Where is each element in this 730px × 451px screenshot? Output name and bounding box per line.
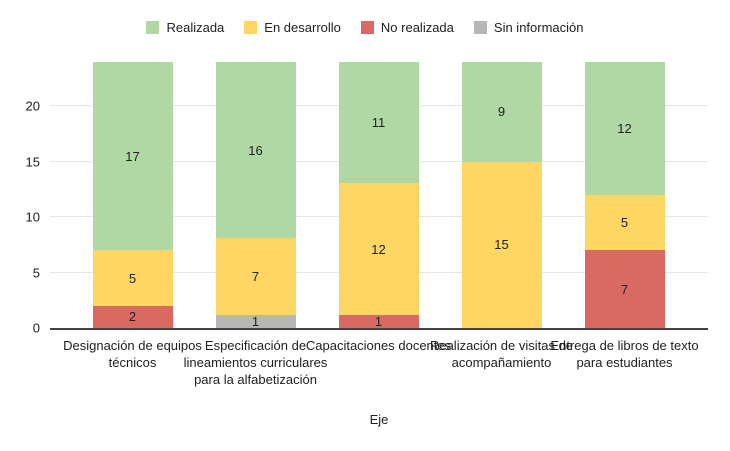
bar: 11 12 1 [338, 62, 419, 329]
segment-value-label: 9 [497, 104, 506, 120]
bar-group-especificacion-de-lineamientos: 16 7 1 [194, 62, 317, 328]
bar-segment-no-realizada: 1 [338, 314, 419, 329]
bar-segment-en-desarrollo: 12 [338, 183, 419, 315]
legend-item-sin-informacion: Sin información [473, 20, 584, 35]
bar: 17 5 2 [92, 62, 173, 329]
legend-item-realizada: Realizada [146, 20, 224, 35]
x-tick-label: Designación de equipos técnicos [63, 338, 202, 370]
bar-segment-en-desarrollo: 7 [215, 238, 296, 315]
y-tick-label: 20 [25, 98, 40, 114]
x-tick-label: Especificación de lineamientos curricula… [183, 338, 328, 387]
y-axis-labels: 0 5 10 15 20 [0, 62, 40, 335]
bar-segment-en-desarrollo: 5 [92, 250, 173, 306]
segment-value-label: 11 [371, 115, 386, 130]
bar-group-entrega-de-libros-de-texto-par: 12 5 7 [563, 62, 686, 328]
legend-label: No realizada [380, 20, 454, 35]
segment-value-label: 5 [128, 270, 137, 286]
bar: 16 7 1 [215, 62, 296, 329]
segment-value-label: 15 [494, 237, 509, 253]
legend-swatch-icon [146, 21, 160, 34]
legend-item-no-realizada: No realizada [360, 20, 454, 35]
segment-value-label: 1 [374, 314, 383, 329]
segment-value-label: 2 [128, 309, 137, 325]
chart-legend: Realizada En desarrollo No realizada Sin in… [0, 20, 730, 35]
legend-swatch-icon [473, 21, 487, 34]
bar-segment-sin-informacion: 1 [215, 314, 296, 329]
segment-value-label: 17 [125, 148, 140, 164]
legend-label: Realizada [166, 20, 225, 35]
bar-segment-no-realizada: 2 [92, 305, 173, 329]
segment-value-label: 12 [617, 121, 632, 136]
bar-segment-realizada: 17 [92, 62, 173, 251]
bar-segment-realizada: 12 [584, 62, 665, 195]
bar-segment-en-desarrollo: 15 [461, 161, 542, 328]
y-tick-label: 15 [25, 154, 40, 170]
x-tick-label: Entrega de libros de texto para estudian… [550, 338, 699, 370]
x-axis-title: Eje [369, 412, 389, 427]
legend-item-en-desarrollo: En desarrollo [244, 20, 341, 35]
bar-segment-no-realizada: 7 [584, 250, 665, 328]
legend-swatch-icon [360, 21, 374, 34]
x-tick-label: Realización de visitas de acompañamiento [429, 338, 574, 370]
bars-container: 17 5 2 16 7 1 11 12 1 9 15 12 5 7 [71, 62, 686, 329]
segment-value-label: 1 [251, 314, 260, 329]
legend-label: En desarrollo [264, 20, 341, 35]
bar-group-capacitaciones-docentes: 11 12 1 [317, 62, 440, 328]
bar-group-designacion-de-equipos-tecnico: 17 5 2 [71, 62, 194, 329]
x-tick-label: Capacitaciones docentes [305, 338, 452, 353]
segment-value-label: 7 [251, 269, 260, 284]
segment-value-label: 12 [371, 241, 386, 257]
bar: 9 15 [461, 62, 542, 328]
bar-segment-realizada: 9 [461, 62, 542, 162]
segment-value-label: 7 [620, 281, 629, 297]
y-tick-label: 0 [32, 320, 40, 336]
legend-label: Sin información [493, 20, 584, 35]
bar-segment-en-desarrollo: 5 [584, 195, 665, 251]
y-tick-label: 5 [32, 265, 40, 281]
segment-value-label: 16 [248, 142, 263, 158]
plot-area: 17 5 2 16 7 1 11 12 1 9 15 12 5 7 [50, 62, 708, 330]
bar-segment-realizada: 11 [338, 62, 419, 183]
legend-swatch-icon [244, 21, 258, 34]
y-tick-label: 10 [25, 209, 40, 225]
bar: 12 5 7 [584, 62, 665, 328]
segment-value-label: 5 [620, 215, 629, 231]
bar-group-realizacion-de-visitas-de-acom: 9 15 [440, 62, 563, 328]
bar-segment-realizada: 16 [215, 62, 296, 238]
